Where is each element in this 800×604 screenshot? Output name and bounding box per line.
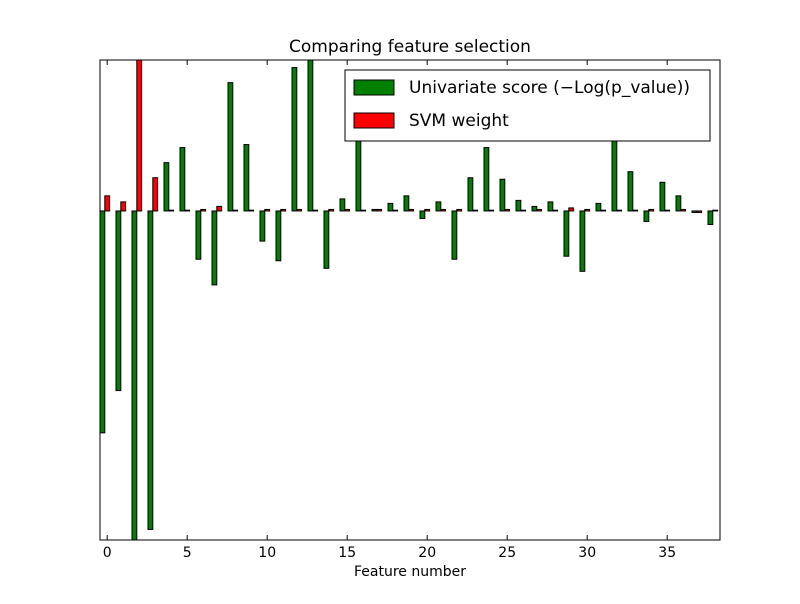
bar: [419, 210, 426, 219]
axes-frame: [99, 59, 721, 541]
x-tick-label: 30: [578, 545, 596, 561]
x-tick-label: 15: [338, 545, 356, 561]
bar: [115, 210, 122, 392]
bar: [147, 210, 154, 530]
bar: [291, 67, 298, 212]
bar: [248, 209, 255, 212]
bar: [296, 208, 303, 212]
bar: [120, 201, 127, 212]
bar: [403, 195, 410, 212]
legend-label: SVM weight: [409, 111, 509, 131]
x-tick-label: 35: [658, 545, 676, 561]
bar: [520, 209, 527, 212]
bar: [387, 202, 394, 212]
bar: [691, 210, 698, 213]
bar: [376, 208, 383, 212]
legend-swatch: [353, 112, 395, 129]
bar: [275, 210, 282, 262]
bar: [632, 209, 639, 212]
bar: [451, 210, 458, 260]
bar: [360, 209, 367, 212]
bar: [435, 201, 442, 212]
bar: [467, 177, 474, 212]
bar: [536, 208, 543, 212]
bar: [547, 201, 554, 212]
bar: [648, 208, 655, 212]
bar: [616, 209, 623, 212]
bar: [483, 147, 490, 212]
bar: [163, 162, 170, 212]
bar: [408, 208, 415, 212]
bar: [456, 208, 463, 212]
bar: [659, 181, 666, 212]
x-axis-label: Feature number: [354, 564, 466, 580]
bar: [664, 209, 671, 212]
bar: [344, 208, 351, 212]
bar: [504, 208, 511, 212]
bar: [707, 210, 714, 226]
bar: [339, 198, 346, 212]
bar: [499, 178, 506, 212]
bar: [696, 210, 703, 213]
bar: [216, 205, 223, 212]
bar: [200, 208, 207, 212]
bar: [371, 208, 378, 212]
bar: [392, 209, 399, 212]
chart-title: Comparing feature selection: [289, 37, 531, 57]
bar: [280, 208, 287, 212]
x-tick-label: 0: [103, 545, 112, 561]
bar: [712, 209, 719, 212]
bar: [104, 195, 111, 212]
legend-label: Univariate score (−Log(p_value)): [409, 78, 690, 98]
bar: [531, 205, 538, 212]
legend-swatch: [353, 79, 395, 96]
bar: [579, 210, 586, 272]
bar: [312, 209, 319, 212]
bar: [328, 208, 335, 212]
bar: [131, 210, 138, 540]
bar: [595, 202, 602, 212]
bar: [440, 208, 447, 212]
x-tick-label: 25: [498, 545, 516, 561]
x-tick-label: 5: [183, 545, 192, 561]
bar: [168, 209, 175, 212]
bar: [584, 208, 591, 212]
bar: [568, 207, 575, 212]
bar: [307, 60, 314, 212]
legend-box: [344, 69, 711, 142]
bar: [680, 208, 687, 212]
bar: [675, 195, 682, 212]
bar: [515, 199, 522, 212]
bar: [152, 177, 159, 212]
bar: [179, 147, 186, 212]
bar: [627, 171, 634, 212]
bar: [424, 208, 431, 212]
bar: [136, 60, 143, 212]
bar: [100, 210, 106, 434]
bar: [323, 210, 330, 269]
plot-area: [100, 60, 719, 540]
bar: [184, 209, 191, 212]
x-tick-label: 10: [258, 545, 276, 561]
bar: [472, 209, 479, 212]
bar: [243, 144, 250, 212]
bar: [563, 210, 570, 257]
bar: [232, 209, 239, 212]
bar: [600, 209, 607, 212]
bar: [552, 209, 559, 212]
bar: [227, 82, 234, 212]
bar: [259, 210, 266, 242]
bar: [211, 210, 218, 286]
bar: [488, 209, 495, 212]
x-tick-label: 20: [418, 545, 436, 561]
bar: [264, 208, 271, 212]
bar: [643, 210, 650, 223]
bar: [195, 210, 202, 260]
